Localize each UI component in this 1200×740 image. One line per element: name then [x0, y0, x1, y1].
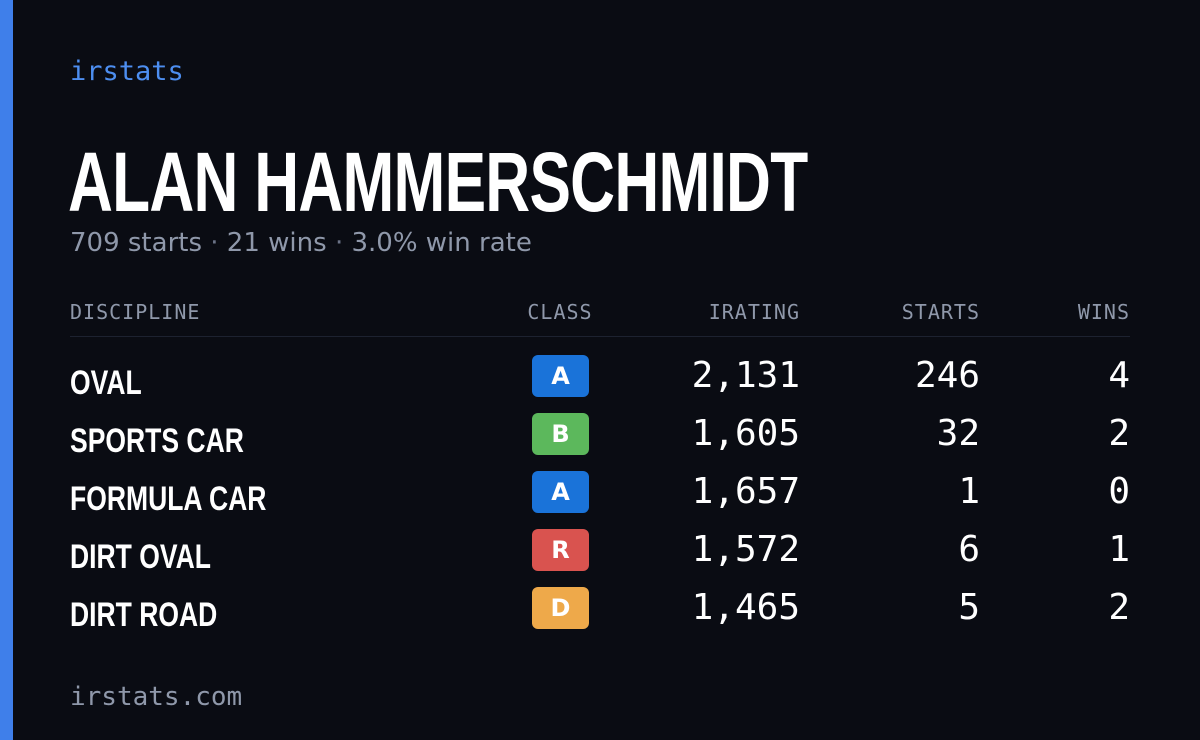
- separator: ·: [334, 228, 344, 258]
- starts-value: 6: [958, 529, 980, 570]
- starts-value: 32: [936, 413, 980, 454]
- discipline-name: DIRT OVAL: [70, 538, 211, 576]
- irating-value: 1,572: [691, 529, 800, 570]
- starts-summary: 709 starts: [70, 228, 202, 258]
- separator: ·: [210, 228, 219, 258]
- discipline-name: DIRT ROAD: [70, 596, 218, 634]
- table-body: OVAL A 2,131 246 4 SPORTS CAR B 1,605 32…: [70, 353, 1130, 643]
- column-header-irating: IRATING: [708, 300, 800, 324]
- wins-value: 4: [1108, 355, 1130, 396]
- class-badge: D: [532, 587, 589, 629]
- table-row: FORMULA CAR A 1,657 1 0: [70, 469, 1130, 527]
- table-header: DISCIPLINE CLASS IRATING STARTS WINS: [70, 296, 1130, 337]
- starts-value: 246: [914, 355, 980, 396]
- brand-logo: irstats: [70, 56, 184, 87]
- column-header-class: CLASS: [527, 300, 593, 324]
- class-badge: B: [532, 413, 589, 455]
- wins-value: 2: [1108, 413, 1130, 454]
- table-row: SPORTS CAR B 1,605 32 2: [70, 411, 1130, 469]
- wins-summary: 21 wins: [226, 228, 327, 258]
- discipline-table: DISCIPLINE CLASS IRATING STARTS WINS OVA…: [70, 296, 1130, 643]
- starts-value: 5: [958, 587, 980, 628]
- win-rate-summary: 3.0% win rate: [351, 228, 532, 258]
- accent-bar: [0, 0, 13, 740]
- irating-value: 1,657: [691, 471, 800, 512]
- column-header-wins: WINS: [1077, 300, 1130, 324]
- column-header-starts: STARTS: [901, 300, 980, 324]
- table-row: DIRT ROAD D 1,465 5 2: [70, 585, 1130, 643]
- starts-value: 1: [958, 471, 980, 512]
- irating-value: 1,605: [691, 413, 800, 454]
- wins-value: 2: [1108, 587, 1130, 628]
- footer-url[interactable]: irstats.com: [70, 682, 243, 712]
- class-badge: A: [532, 471, 589, 513]
- column-header-discipline: DISCIPLINE: [70, 300, 201, 324]
- page-title: ALAN HAMMERSCHMIDT: [68, 135, 808, 229]
- wins-value: 0: [1108, 471, 1130, 512]
- discipline-name: SPORTS CAR: [70, 422, 244, 460]
- irating-value: 1,465: [691, 587, 800, 628]
- table-row: DIRT OVAL R 1,572 6 1: [70, 527, 1130, 585]
- class-badge: R: [532, 529, 589, 571]
- irating-value: 2,131: [691, 355, 800, 396]
- wins-value: 1: [1108, 529, 1130, 570]
- table-row: OVAL A 2,131 246 4: [70, 353, 1130, 411]
- class-badge: A: [532, 355, 589, 397]
- discipline-name: OVAL: [70, 364, 142, 402]
- player-summary: 709 starts · 21 wins · 3.0% win rate: [70, 228, 532, 258]
- discipline-name: FORMULA CAR: [70, 480, 267, 518]
